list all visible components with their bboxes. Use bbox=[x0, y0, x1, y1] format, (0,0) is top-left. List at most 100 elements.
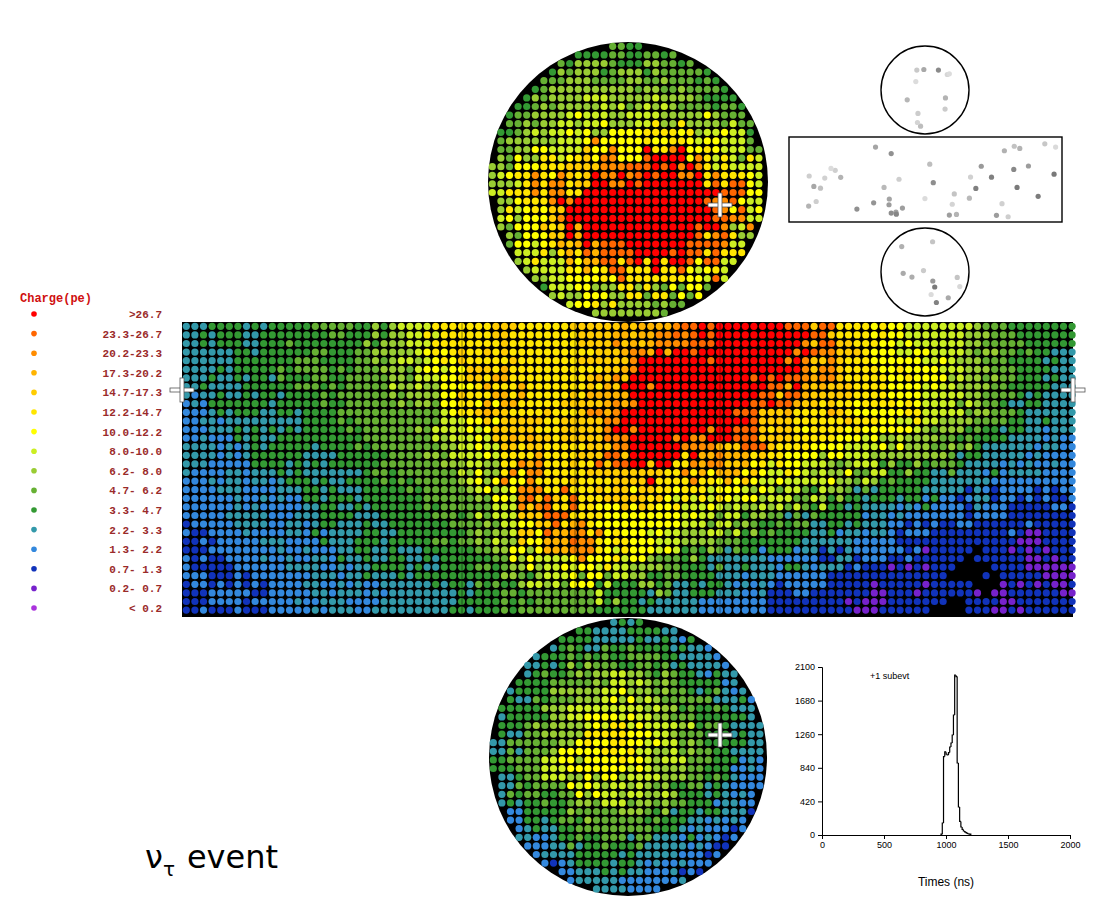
pmt-hit bbox=[742, 383, 749, 390]
pmt-hit bbox=[295, 331, 302, 338]
pmt-hit bbox=[678, 112, 685, 119]
pmt-hit bbox=[845, 383, 852, 390]
pmt-hit bbox=[983, 374, 990, 381]
pmt-hit bbox=[630, 392, 637, 399]
pmt-hit bbox=[661, 223, 668, 230]
pmt-hit bbox=[661, 137, 668, 144]
pmt-hit bbox=[897, 366, 904, 373]
pmt-hit bbox=[609, 206, 616, 213]
pmt-hit bbox=[678, 163, 685, 170]
pmt-hit bbox=[704, 69, 711, 76]
pmt-hit bbox=[558, 86, 565, 93]
pmt-hit bbox=[535, 349, 542, 356]
pmt-hit bbox=[424, 417, 431, 424]
pmt-hit bbox=[515, 232, 522, 239]
pmt-hit bbox=[592, 86, 599, 93]
pmt-hit bbox=[862, 331, 869, 338]
pmt-hit bbox=[389, 374, 396, 381]
pmt-hit bbox=[424, 340, 431, 347]
pmt-hit bbox=[575, 86, 582, 93]
pmt-hit bbox=[888, 340, 895, 347]
pmt-hit bbox=[1017, 331, 1024, 338]
pmt-hit bbox=[652, 189, 659, 196]
pmt-hit bbox=[492, 383, 499, 390]
pmt-hit bbox=[484, 357, 491, 364]
pmt-hit bbox=[441, 409, 448, 416]
pmt-hit bbox=[652, 129, 659, 136]
pmt-hit bbox=[544, 357, 551, 364]
pmt-hit bbox=[532, 206, 539, 213]
pmt-hit bbox=[506, 129, 513, 136]
pmt-hit bbox=[644, 172, 651, 179]
pmt-hit bbox=[269, 331, 276, 338]
pmt-hit bbox=[647, 366, 654, 373]
pmt-hit bbox=[475, 417, 482, 424]
pmt-hit bbox=[540, 86, 547, 93]
pmt-hit bbox=[652, 266, 659, 273]
pmt-hit bbox=[652, 223, 659, 230]
pmt-hit bbox=[678, 103, 685, 110]
pmt-hit bbox=[1034, 366, 1041, 373]
pmt-hit bbox=[467, 383, 474, 390]
pmt-hit bbox=[561, 357, 568, 364]
pmt-hit bbox=[286, 366, 293, 373]
pmt-hit bbox=[639, 392, 646, 399]
pmt-hit bbox=[523, 266, 530, 273]
pmt-hit bbox=[635, 275, 642, 282]
pmt-hit bbox=[974, 392, 981, 399]
pmt-hit bbox=[406, 383, 413, 390]
pmt-hit bbox=[647, 331, 654, 338]
pmt-hit bbox=[983, 323, 990, 330]
pmt-hit bbox=[532, 275, 539, 282]
pmt-hit bbox=[678, 94, 685, 101]
pmt-hit bbox=[558, 155, 565, 162]
pmt-hit bbox=[644, 309, 651, 316]
pmt-hit bbox=[704, 172, 711, 179]
pmt-hit bbox=[523, 189, 530, 196]
pmt-hit bbox=[1043, 349, 1050, 356]
pmt-hit bbox=[183, 357, 190, 364]
pmt-hit bbox=[549, 86, 556, 93]
pmt-hit bbox=[644, 60, 651, 67]
pmt-hit bbox=[862, 357, 869, 364]
pmt-hit bbox=[1034, 400, 1041, 407]
pmt-hit bbox=[226, 366, 233, 373]
pmt-hit bbox=[793, 357, 800, 364]
pmt-hit bbox=[217, 409, 224, 416]
pmt-hit bbox=[695, 103, 702, 110]
pmt-hit bbox=[750, 340, 757, 347]
pmt-hit bbox=[561, 400, 568, 407]
pmt-hit bbox=[209, 331, 216, 338]
pmt-hit bbox=[618, 284, 625, 291]
pmt-hit bbox=[363, 409, 370, 416]
pmt-hit bbox=[535, 417, 542, 424]
pmt-hit bbox=[871, 349, 878, 356]
pmt-hit bbox=[699, 383, 706, 390]
pmt-hit bbox=[1043, 323, 1050, 330]
pmt-hit bbox=[991, 357, 998, 364]
pmt-hit bbox=[776, 366, 783, 373]
pmt-hit bbox=[523, 258, 530, 265]
pmt-hit bbox=[712, 137, 719, 144]
pmt-hit bbox=[509, 417, 516, 424]
pmt-hit bbox=[1000, 331, 1007, 338]
pmt-hit bbox=[974, 366, 981, 373]
pmt-hit bbox=[432, 374, 439, 381]
pmt-hit bbox=[518, 417, 525, 424]
pmt-hit bbox=[527, 331, 534, 338]
pmt-hit bbox=[1060, 392, 1067, 399]
pmt-hit bbox=[540, 163, 547, 170]
pmt-hit bbox=[669, 232, 676, 239]
pmt-hit bbox=[191, 366, 198, 373]
pmt-hit bbox=[712, 86, 719, 93]
pmt-hit bbox=[738, 249, 745, 256]
pmt-hit bbox=[286, 340, 293, 347]
pmt-hit bbox=[1008, 349, 1015, 356]
pmt-hit bbox=[948, 331, 955, 338]
pmt-hit bbox=[260, 392, 267, 399]
pmt-hit bbox=[630, 409, 637, 416]
pmt-hit bbox=[931, 392, 938, 399]
pmt-hit bbox=[338, 349, 345, 356]
pmt-hit bbox=[1034, 323, 1041, 330]
pmt-hit bbox=[570, 357, 577, 364]
